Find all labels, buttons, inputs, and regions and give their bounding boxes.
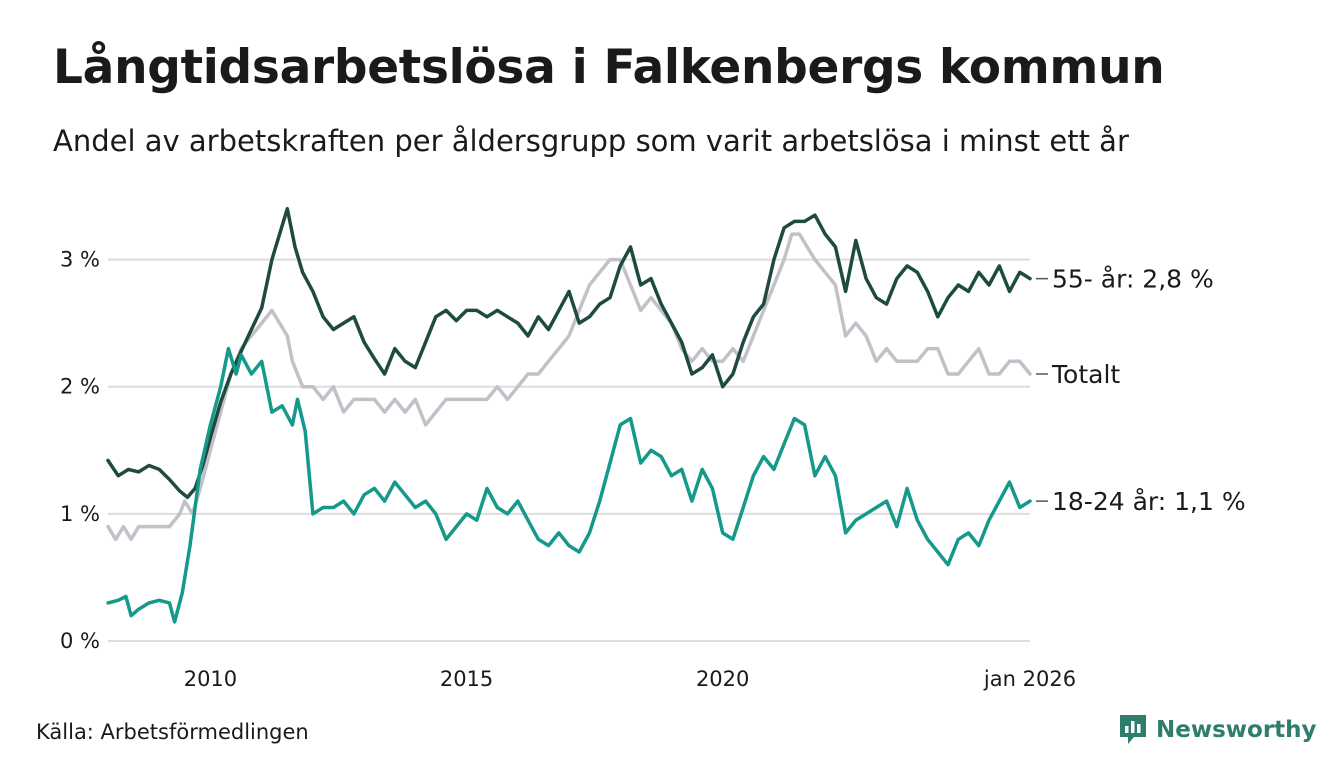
series-label-s1824: 18-24 år: 1,1 %	[1052, 487, 1246, 516]
series-label-s55: 55- år: 2,8 %	[1052, 265, 1214, 294]
y-tick-label: 2 %	[60, 375, 100, 399]
line-chart: 0 % 1 % 2 % 3 % 2010 2015 2020 jan 2026 Totalt…	[60, 206, 1246, 691]
x-tick-label: 2020	[696, 667, 749, 691]
x-tick-label: 2010	[184, 667, 237, 691]
series-label-total: Totalt	[1051, 360, 1120, 389]
bar-chart-speech-bubble-icon	[1120, 715, 1146, 744]
x-tick-label: 2015	[440, 667, 493, 691]
x-tick-label: jan 2026	[983, 667, 1076, 691]
source-note: Källa: Arbetsförmedlingen	[36, 720, 309, 744]
brand-logo: Newsworthy	[1118, 713, 1317, 747]
y-tick-label: 3 %	[60, 248, 100, 272]
chart-title: Långtidsarbetslösa i Falkenbergs kommun	[53, 40, 1165, 95]
series-line-s55	[106, 206, 1032, 500]
y-tick-label: 1 %	[60, 502, 100, 526]
chart-subtitle: Andel av arbetskraften per åldersgrupp s…	[53, 124, 1129, 158]
gridlines	[108, 258, 1030, 642]
brand-name: Newsworthy	[1156, 717, 1317, 743]
x-axis: 2010 2015 2020 jan 2026	[184, 667, 1076, 691]
series-line-s1824	[106, 346, 1032, 624]
y-axis: 0 % 1 % 2 % 3 %	[60, 248, 100, 653]
series-labels: Totalt 55- år: 2,8 % 18-24 år: 1,1 %	[1036, 265, 1246, 516]
y-tick-label: 0 %	[60, 629, 100, 653]
series-lines	[106, 206, 1032, 624]
